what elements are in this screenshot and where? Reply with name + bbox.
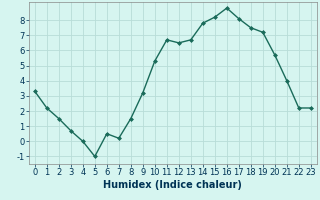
X-axis label: Humidex (Indice chaleur): Humidex (Indice chaleur)	[103, 180, 242, 190]
